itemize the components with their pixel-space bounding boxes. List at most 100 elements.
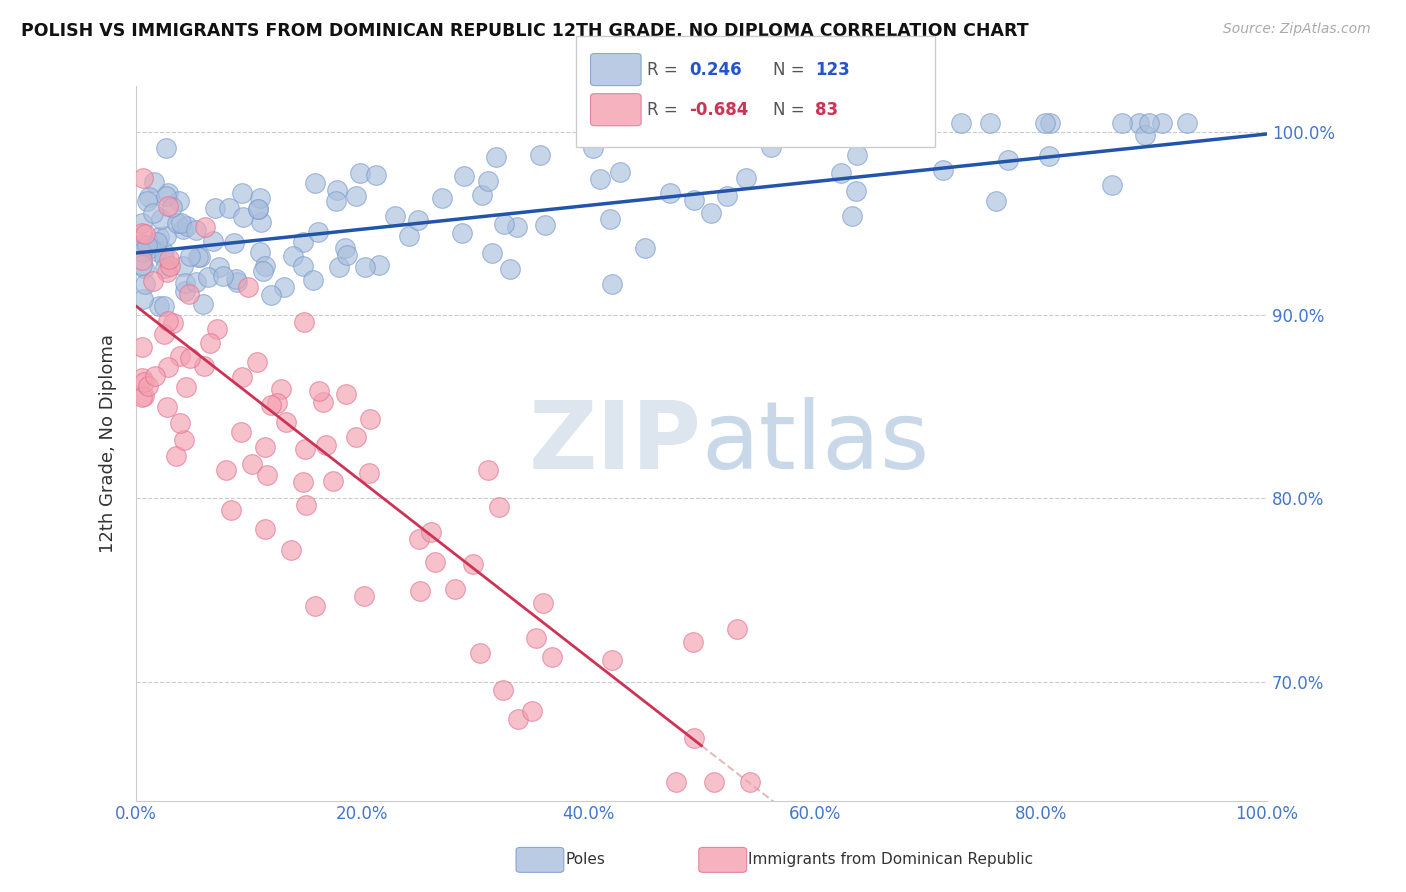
Point — [174, 380, 197, 394]
Point — [131, 390, 153, 404]
Point — [135, 194, 157, 208]
Point — [131, 292, 153, 306]
Point — [225, 272, 247, 286]
Point — [131, 227, 153, 241]
Point — [136, 379, 159, 393]
Point — [155, 229, 177, 244]
Y-axis label: 12th Grade, No Diploma: 12th Grade, No Diploma — [100, 334, 117, 553]
Point — [986, 194, 1008, 209]
Point — [229, 425, 252, 439]
Point — [179, 351, 201, 366]
Point — [1137, 116, 1160, 130]
Point — [931, 162, 953, 177]
Point — [533, 218, 555, 232]
Point — [198, 335, 221, 350]
Point — [135, 238, 157, 252]
Point — [325, 194, 347, 208]
Point — [215, 463, 238, 477]
Point — [143, 369, 166, 384]
Point — [148, 229, 170, 244]
Point — [841, 209, 863, 223]
Point — [846, 148, 869, 162]
Point — [139, 242, 162, 256]
Point — [142, 274, 165, 288]
Point — [204, 201, 226, 215]
Point — [197, 269, 219, 284]
Point — [162, 316, 184, 330]
Point — [159, 260, 181, 274]
Point — [150, 212, 173, 227]
Point — [132, 170, 155, 185]
Point — [131, 253, 153, 268]
Point — [541, 649, 564, 664]
Point — [201, 234, 224, 248]
Text: N =: N = — [773, 101, 804, 119]
Point — [252, 264, 274, 278]
Point — [845, 184, 868, 198]
Point — [312, 395, 335, 409]
Point — [315, 438, 337, 452]
Point — [250, 214, 273, 228]
Point — [266, 396, 288, 410]
Point — [529, 148, 551, 162]
Point — [156, 314, 179, 328]
Point — [280, 542, 302, 557]
Point — [304, 599, 326, 613]
Point — [145, 244, 167, 258]
Point — [634, 242, 657, 256]
Point — [477, 173, 499, 187]
Point — [716, 189, 738, 203]
Text: Immigrants from Dominican Republic: Immigrants from Dominican Republic — [748, 853, 1033, 867]
Point — [398, 229, 420, 244]
Point — [499, 261, 522, 276]
Point — [169, 349, 191, 363]
Point — [506, 220, 529, 235]
Point — [384, 210, 406, 224]
Point — [246, 355, 269, 369]
Point — [246, 202, 269, 217]
Point — [453, 169, 475, 183]
Point — [423, 555, 446, 569]
Point — [131, 371, 153, 385]
Point — [157, 252, 180, 266]
Point — [177, 286, 200, 301]
Point — [295, 498, 318, 512]
Point — [156, 199, 179, 213]
Point — [134, 261, 156, 276]
Point — [582, 141, 605, 155]
Point — [193, 359, 215, 373]
Point — [142, 175, 165, 189]
Point — [481, 246, 503, 260]
Point — [354, 260, 377, 275]
Point — [335, 387, 357, 401]
Point — [134, 277, 156, 292]
Point — [273, 279, 295, 293]
Point — [485, 150, 508, 164]
Point — [292, 235, 315, 249]
Point — [304, 176, 326, 190]
Point — [700, 206, 723, 220]
Text: ZIP: ZIP — [529, 398, 702, 490]
Text: 83: 83 — [815, 101, 838, 119]
Point — [174, 277, 197, 291]
Point — [344, 430, 367, 444]
Point — [408, 583, 430, 598]
Point — [302, 273, 325, 287]
Point — [260, 288, 283, 302]
Point — [997, 153, 1019, 167]
Text: N =: N = — [773, 61, 804, 78]
Point — [231, 186, 253, 200]
Point — [292, 475, 315, 490]
Point — [430, 191, 453, 205]
Point — [157, 360, 180, 375]
Point — [247, 202, 270, 216]
Point — [522, 704, 544, 718]
Point — [488, 500, 510, 514]
Point — [132, 389, 155, 403]
Point — [172, 222, 194, 236]
Point — [165, 449, 187, 463]
Point — [665, 775, 688, 789]
Point — [308, 384, 330, 398]
Point — [259, 398, 281, 412]
Point — [167, 194, 190, 208]
